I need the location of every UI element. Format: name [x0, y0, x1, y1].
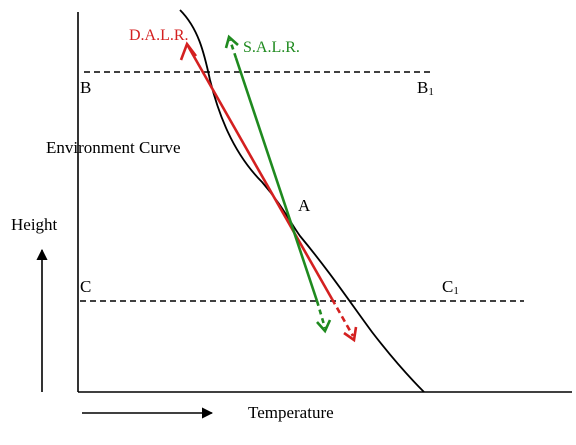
- salr-line-solid: [234, 57, 319, 302]
- environment-curve-label: Environment Curve: [46, 138, 181, 157]
- temperature-axis-label: Temperature: [248, 403, 334, 422]
- environment-curve: [179, 9, 425, 393]
- b1-subscript: 1: [428, 86, 434, 98]
- dalr-arrowhead-top: [179, 41, 198, 61]
- height-axis-label: Height: [11, 215, 58, 234]
- b1-letter: B: [417, 78, 428, 97]
- dalr-label: D.A.L.R.: [129, 27, 189, 44]
- c1-letter: C: [442, 277, 453, 296]
- dalr-line-dashed: [330, 298, 355, 337]
- salr-arrowhead-bottom: [316, 319, 332, 334]
- point-a-label: A: [298, 196, 311, 215]
- level-b1-label: B1: [417, 78, 434, 98]
- salr-line-dashed-bottom: [315, 300, 327, 329]
- level-b-label: B: [80, 78, 91, 97]
- dalr-arrowhead-bottom: [343, 326, 358, 343]
- salr-arrowhead-top: [224, 34, 239, 49]
- salr-label: S.A.L.R.: [243, 39, 300, 56]
- level-c1-label: C1: [442, 277, 459, 297]
- dalr-line-solid: [186, 45, 334, 300]
- c1-subscript: 1: [453, 285, 459, 297]
- salr-line-dashed-top: [228, 39, 238, 59]
- level-c-label: C: [80, 277, 91, 296]
